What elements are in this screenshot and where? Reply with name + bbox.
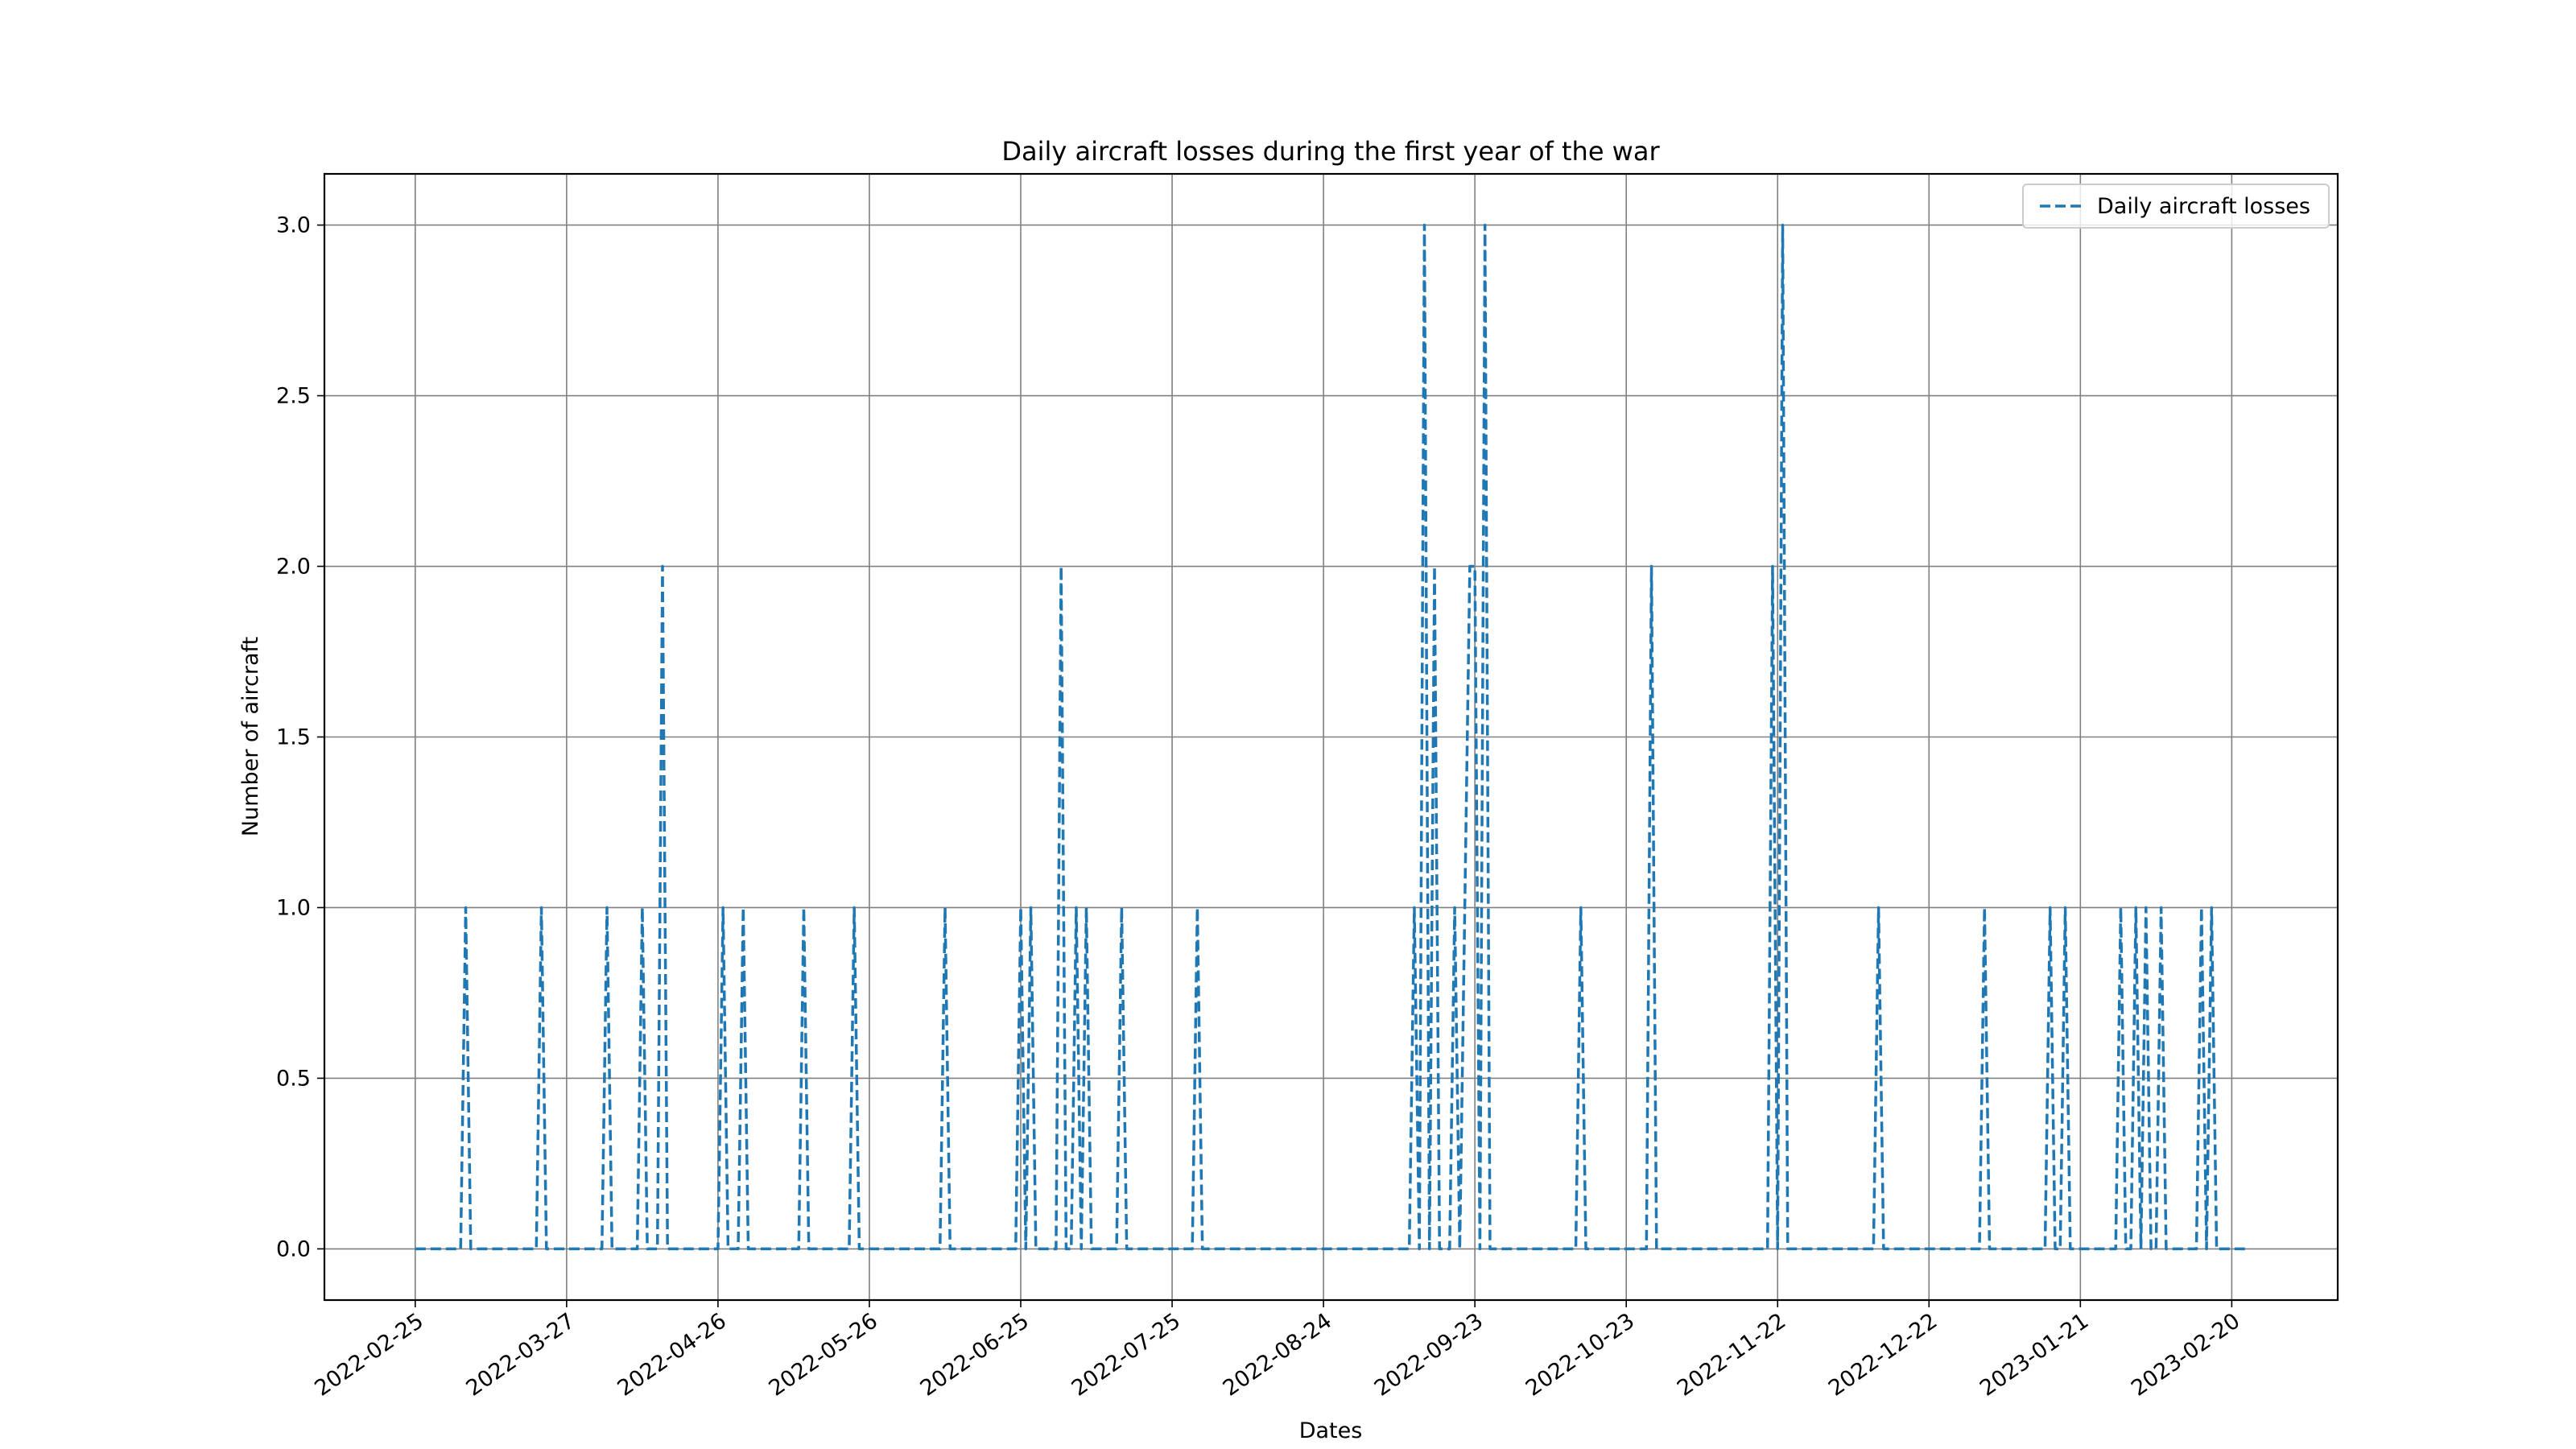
grid-lines [324,174,2338,1300]
y-tick-label: 1.5 [276,725,311,750]
series-group [415,223,2248,1251]
y-tick-label: 2.0 [276,555,311,580]
chart-title: Daily aircraft losses during the first y… [1001,136,1660,167]
y-tick-label: 0.5 [276,1066,311,1091]
y-tick-label: 1.0 [276,895,311,920]
x-axis-label: Dates [1299,1418,1363,1443]
legend-box [2022,184,2330,229]
series-line-daily-aircraft-losses [415,223,2248,1251]
y-tick-label: 3.0 [276,213,311,238]
legend-entry: Daily aircraft losses [2097,194,2310,219]
y-tick-label: 0.0 [276,1236,311,1261]
y-axis-label: Number of aircraft [238,637,263,836]
y-tick-label: 2.5 [276,384,311,409]
y-axis-ticks: 0.0 0.5 1.0 1.5 2.0 2.5 3.0 [276,213,324,1261]
legend: Daily aircraft losses [2022,184,2330,229]
